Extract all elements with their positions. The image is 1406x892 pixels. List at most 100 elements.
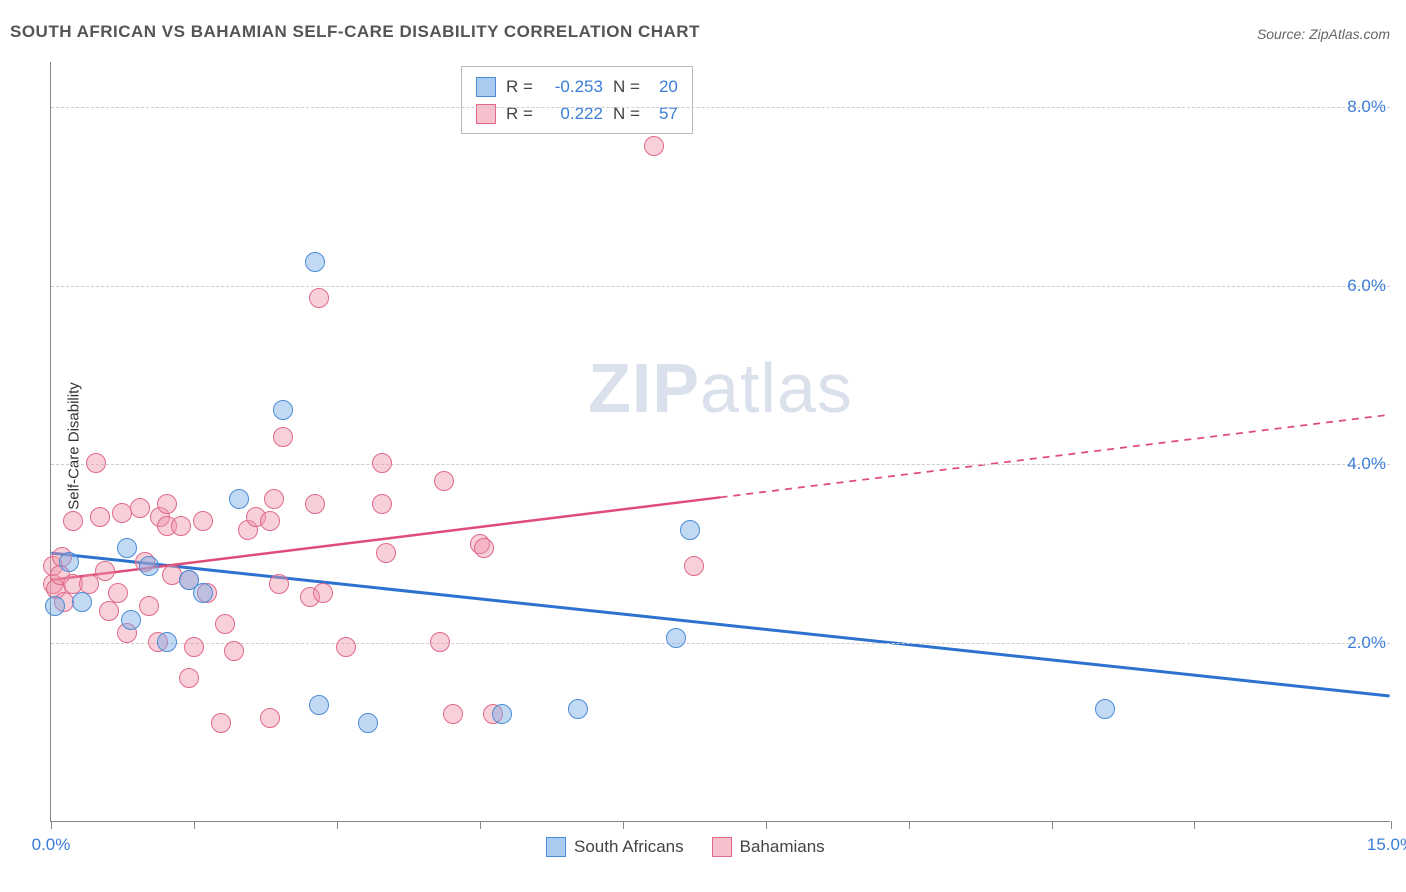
scatter-point xyxy=(90,507,110,527)
scatter-point xyxy=(680,520,700,540)
scatter-point xyxy=(63,511,83,531)
scatter-point xyxy=(86,453,106,473)
scatter-point xyxy=(211,713,231,733)
scatter-point xyxy=(193,583,213,603)
gridline xyxy=(51,107,1390,108)
x-tick xyxy=(51,821,52,829)
scatter-point xyxy=(184,637,204,657)
scatter-point xyxy=(117,538,137,558)
scatter-point xyxy=(130,498,150,518)
stat-n-label: N = xyxy=(613,100,640,127)
legend-item: Bahamians xyxy=(712,837,825,857)
scatter-point xyxy=(162,565,182,585)
stats-row: R = -0.253 N = 20 xyxy=(476,73,678,100)
scatter-point xyxy=(372,494,392,514)
stat-r-label: R = xyxy=(506,100,533,127)
x-tick-label: 15.0% xyxy=(1367,835,1406,855)
scatter-point xyxy=(376,543,396,563)
source-attribution: Source: ZipAtlas.com xyxy=(1257,26,1390,42)
scatter-point xyxy=(157,632,177,652)
scatter-point xyxy=(430,632,450,652)
scatter-point xyxy=(139,596,159,616)
watermark-atlas: atlas xyxy=(700,349,853,427)
scatter-point xyxy=(358,713,378,733)
scatter-point xyxy=(474,538,494,558)
scatter-point xyxy=(273,400,293,420)
scatter-point xyxy=(229,489,249,509)
scatter-point xyxy=(99,601,119,621)
scatter-point xyxy=(684,556,704,576)
scatter-point xyxy=(305,494,325,514)
scatter-point xyxy=(157,494,177,514)
scatter-point xyxy=(215,614,235,634)
scatter-point xyxy=(372,453,392,473)
legend-item: South Africans xyxy=(546,837,684,857)
y-tick-label: 8.0% xyxy=(1347,97,1396,117)
scatter-point xyxy=(139,556,159,576)
stat-n-value: 57 xyxy=(650,100,678,127)
scatter-point xyxy=(336,637,356,657)
scatter-point xyxy=(1095,699,1115,719)
x-tick xyxy=(337,821,338,829)
scatter-point xyxy=(108,583,128,603)
scatter-point xyxy=(644,136,664,156)
x-tick xyxy=(1052,821,1053,829)
scatter-point xyxy=(171,516,191,536)
scatter-point xyxy=(59,552,79,572)
stat-r-value: -0.253 xyxy=(543,73,603,100)
gridline xyxy=(51,464,1390,465)
y-tick-label: 2.0% xyxy=(1347,633,1396,653)
scatter-point xyxy=(264,489,284,509)
x-tick xyxy=(623,821,624,829)
scatter-point xyxy=(309,695,329,715)
legend-label: South Africans xyxy=(574,837,684,857)
legend-swatch xyxy=(546,837,566,857)
scatter-point xyxy=(224,641,244,661)
scatter-point xyxy=(269,574,289,594)
stat-r-value: 0.222 xyxy=(543,100,603,127)
legend-label: Bahamians xyxy=(740,837,825,857)
watermark-zip: ZIP xyxy=(588,349,700,427)
scatter-point xyxy=(568,699,588,719)
legend-swatch xyxy=(476,77,496,97)
x-tick xyxy=(480,821,481,829)
scatter-point xyxy=(72,592,92,612)
chart-title: SOUTH AFRICAN VS BAHAMIAN SELF-CARE DISA… xyxy=(10,22,700,42)
y-tick-label: 6.0% xyxy=(1347,276,1396,296)
scatter-point xyxy=(492,704,512,724)
x-tick xyxy=(1194,821,1195,829)
scatter-point xyxy=(45,596,65,616)
gridline xyxy=(51,286,1390,287)
trend-line-dashed xyxy=(721,415,1390,498)
scatter-point xyxy=(666,628,686,648)
scatter-point xyxy=(443,704,463,724)
scatter-point xyxy=(260,708,280,728)
trend-line xyxy=(51,553,1389,696)
stat-r-label: R = xyxy=(506,73,533,100)
stat-n-label: N = xyxy=(613,73,640,100)
watermark: ZIPatlas xyxy=(588,348,853,428)
x-tick xyxy=(766,821,767,829)
gridline xyxy=(51,643,1390,644)
stats-legend-box: R = -0.253 N = 20 R = 0.222 N = 57 xyxy=(461,66,693,134)
stat-n-value: 20 xyxy=(650,73,678,100)
trend-lines-layer xyxy=(51,62,1390,821)
plot-area: ZIPatlas R =-0.253N =20R =0.222N =57 Sou… xyxy=(50,62,1390,822)
scatter-point xyxy=(260,511,280,531)
scatter-point xyxy=(95,561,115,581)
x-tick-label: 0.0% xyxy=(32,835,71,855)
scatter-point xyxy=(121,610,141,630)
stats-row: R = 0.222 N = 57 xyxy=(476,100,678,127)
scatter-point xyxy=(273,427,293,447)
scatter-point xyxy=(313,583,333,603)
scatter-point xyxy=(309,288,329,308)
x-tick xyxy=(909,821,910,829)
scatter-point xyxy=(193,511,213,531)
scatter-point xyxy=(305,252,325,272)
scatter-point xyxy=(434,471,454,491)
y-tick-label: 4.0% xyxy=(1347,454,1396,474)
x-tick xyxy=(1391,821,1392,829)
x-tick xyxy=(194,821,195,829)
legend-swatch xyxy=(712,837,732,857)
scatter-point xyxy=(179,668,199,688)
